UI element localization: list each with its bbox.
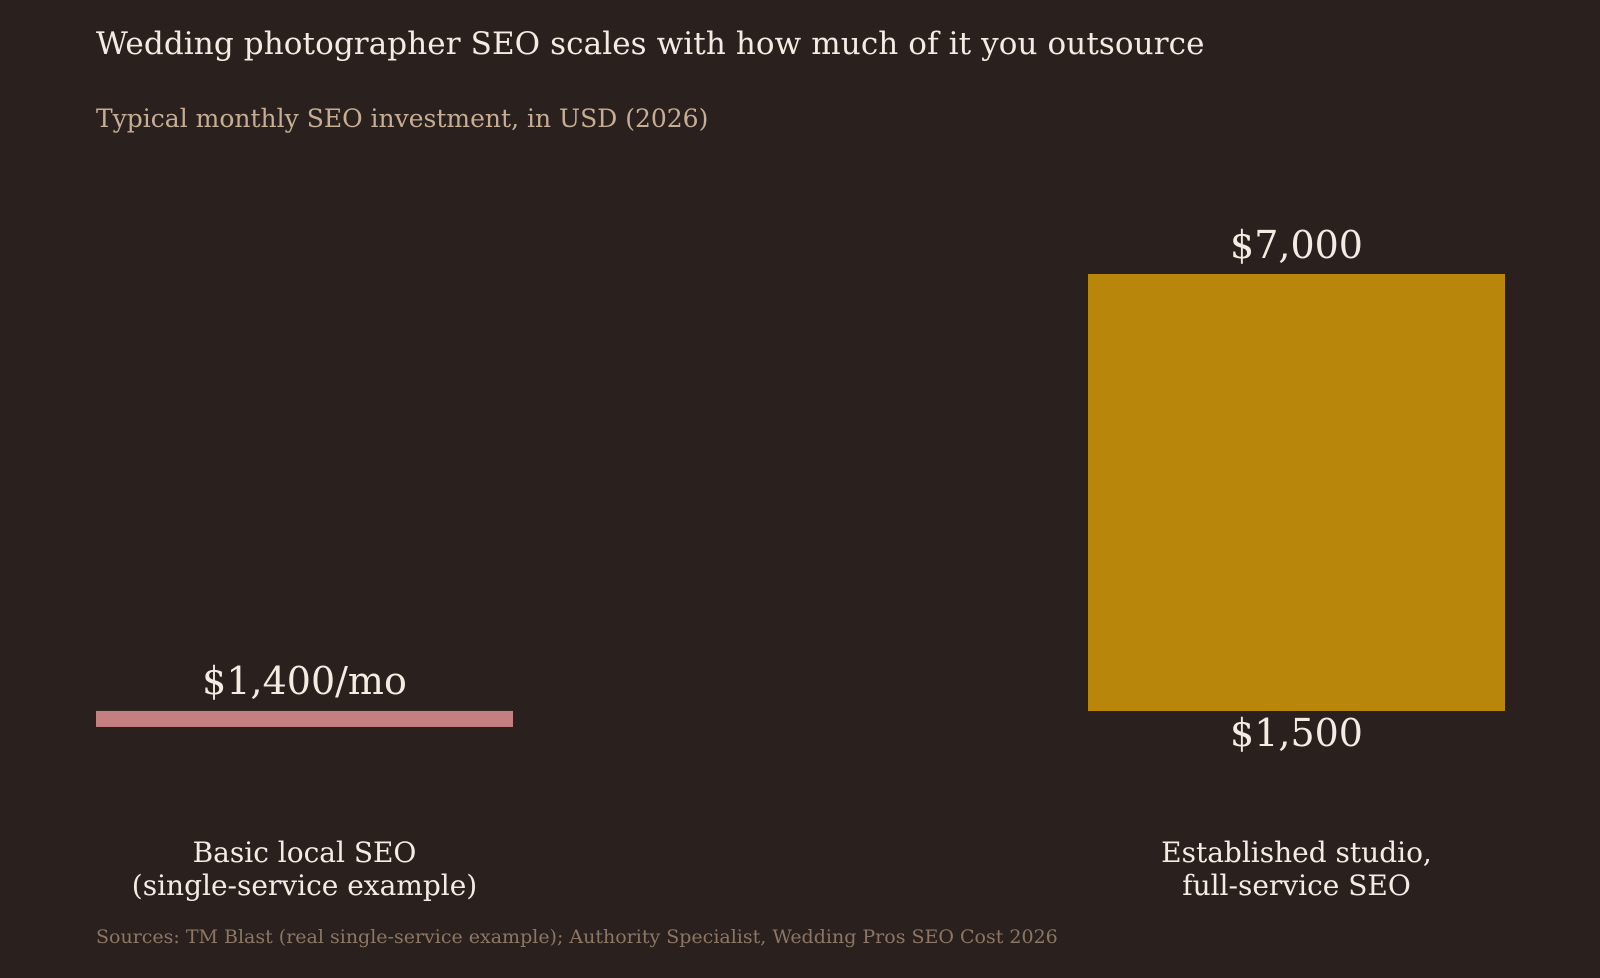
value-label-basic: $1,400/mo bbox=[202, 659, 407, 703]
value-label-low: $1,500 bbox=[1230, 711, 1363, 755]
category-label-2-line-1: Established studio, bbox=[1161, 836, 1432, 869]
chart-title: Wedding photographer SEO scales with how… bbox=[96, 26, 1205, 62]
category-label-1-line-1: Basic local SEO bbox=[193, 836, 417, 869]
category-label-1-line-2: (single-service example) bbox=[132, 869, 477, 902]
chart-subtitle: Typical monthly SEO investment, in USD (… bbox=[96, 104, 709, 133]
category-label-2-line-2: full-service SEO bbox=[1182, 869, 1411, 902]
bar-basic-local-seo bbox=[96, 710, 513, 727]
bar-established-studio bbox=[1088, 274, 1505, 711]
source-note: Sources: TM Blast (real single-service e… bbox=[96, 926, 1058, 948]
value-label-high: $7,000 bbox=[1230, 223, 1363, 267]
